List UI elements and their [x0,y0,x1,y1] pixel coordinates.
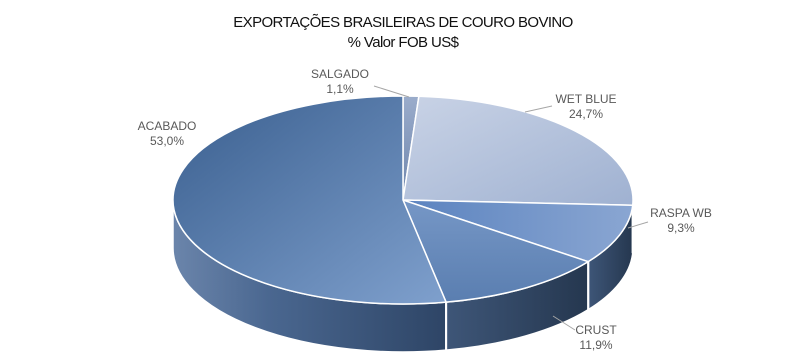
data-label-category-salgado: SALGADO [311,67,369,81]
leader-line-salgado [373,85,410,98]
pie-slice-raspa-wb [402,199,634,263]
data-label-value-salgado: 1,1% [326,82,354,96]
pie-slice-crust [402,199,589,303]
data-label-value-wet-blue: 24,7% [569,107,603,121]
data-label-value-acabado: 53,0% [150,134,184,148]
data-label-value-raspa-wb: 9,3% [667,221,695,235]
data-label-value-crust: 11,9% [579,338,612,352]
chart-title: EXPORTAÇÕES BRASILEIRAS DE COURO BOVINO [233,14,572,31]
leader-line-wet-blue [524,105,553,113]
pie-slice-acabado [172,95,447,305]
pie-slices [172,95,634,305]
data-label-category-acabado: ACABADO [138,119,197,133]
data-label-category-wet-blue: WET BLUE [555,92,616,106]
data-label-category-raspa-wb: RASPA WB [650,206,712,220]
data-label-category-crust: CRUST [575,323,617,337]
pie-sides [172,199,634,353]
pie-slice-wet-blue [402,95,634,206]
leader-line-crust [552,315,576,331]
chart-subtitle: % Valor FOB US$ [348,34,460,51]
leader-line-raspa-wb [627,221,649,229]
